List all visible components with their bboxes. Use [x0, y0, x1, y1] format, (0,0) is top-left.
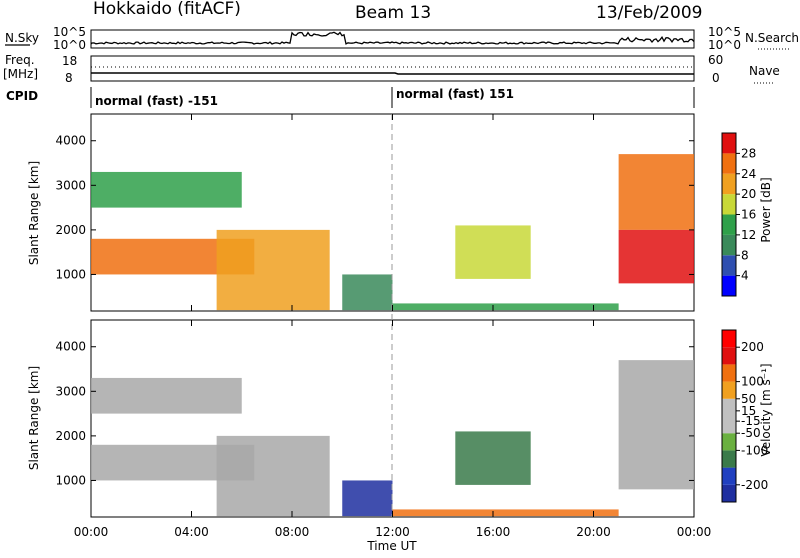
colorbar-tick-label: 100	[741, 375, 764, 389]
power-ylabel: Slant Range [km]	[27, 161, 41, 265]
colorbar-tick-label: -50	[741, 426, 761, 440]
power-region-descending	[216, 229, 330, 311]
power-region-band-high	[91, 171, 242, 208]
colorbar-tick-label: 15	[741, 404, 756, 418]
colorbar-tick-label: -15	[741, 414, 761, 428]
noise-panel: N.Sky 10^5 10^0 10^5 10^0 N.Search	[5, 25, 799, 52]
velCB-swatch	[722, 484, 736, 502]
station-title: Hokkaido (fitACF)	[93, 0, 241, 19]
powerCB-swatch	[722, 234, 736, 256]
velocity-ytick-label: 2000	[55, 429, 86, 443]
power-region-near-range	[392, 303, 619, 311]
colorbar-tick-label: 12	[741, 228, 756, 242]
freq-unit-label: [MHz]	[3, 67, 38, 81]
velocity-ylabel: Slant Range [km]	[27, 366, 41, 470]
velocity-region-near-range-orange	[392, 509, 619, 517]
velocity-colorbar-label: Velocity [m s⁻¹]	[759, 363, 773, 456]
noise-left-top: 10^5	[53, 25, 86, 39]
velCB-swatch	[722, 381, 736, 399]
nave-right-bottom: 0	[712, 71, 720, 85]
time-tick-label: 04:00	[174, 525, 209, 539]
cpid-segment-1: normal (fast) -151	[95, 94, 218, 108]
velocity-region-near-range-mixed	[342, 480, 393, 517]
power-region-arc-afternoon	[455, 225, 531, 279]
powerCB-swatch	[722, 255, 736, 276]
velocity-ytick-label: 3000	[55, 384, 86, 398]
velocity-ytick-label: 1000	[55, 473, 86, 487]
cpid-label: CPID	[6, 89, 38, 103]
powerCB-swatch	[722, 194, 736, 215]
cpid-panel: CPID normal (fast) -151 normal (fast) 15…	[6, 87, 695, 108]
power-region-near-range-noise	[342, 274, 393, 311]
nsearch-label: N.Search	[745, 31, 799, 45]
power-colorbar: 4 8 12 16 20 24 28	[721, 132, 756, 297]
time-tick-label: 00:00	[74, 525, 109, 539]
power-ytick-label: 4000	[55, 134, 86, 148]
power-region-evening-low	[618, 229, 694, 284]
velocity-region-arc-afternoon	[455, 431, 531, 485]
cpid-segment-2: normal (fast) 151	[396, 87, 514, 101]
nave-right-top: 60	[708, 53, 723, 67]
powerCB-swatch	[722, 214, 736, 235]
freq-label: Freq.	[5, 53, 35, 67]
colorbar-tick-label: 28	[741, 146, 756, 160]
powerCB-swatch	[722, 133, 736, 154]
velCB-swatch	[722, 330, 736, 348]
nsky-trace	[90, 31, 695, 45]
freq-left-bottom: 8	[65, 71, 73, 85]
frequency-trace	[91, 72, 694, 75]
colorbar-tick-label: 200	[741, 340, 764, 354]
power-ytick-label: 3000	[55, 178, 86, 192]
velCB-swatch	[722, 364, 736, 382]
velocity-region-descending	[216, 435, 330, 517]
velCB-swatch	[722, 398, 736, 416]
beam-title: Beam 13	[355, 3, 431, 23]
colorbar-tick-label: 16	[741, 208, 756, 222]
colorbar-tick-label: 24	[741, 167, 756, 181]
powerCB-swatch	[722, 275, 736, 296]
time-tick-label: 12:00	[375, 525, 410, 539]
powerCB-swatch	[722, 173, 736, 195]
colorbar-tick-label: 4	[741, 269, 749, 283]
colorbar-tick-label: -100	[741, 443, 768, 457]
nave-label: Nave	[749, 64, 780, 78]
velCB-swatch	[722, 450, 736, 468]
noise-right-top: 10^5	[708, 25, 741, 39]
colorbar-tick-label: 8	[741, 248, 749, 262]
time-tick-label: 00:00	[677, 525, 712, 539]
velCB-swatch	[722, 433, 736, 451]
velocity-ytick-label: 4000	[55, 340, 86, 354]
power-ytick-label: 1000	[55, 267, 86, 281]
noise-right-bottom: 10^0	[708, 38, 741, 52]
nsky-label: N.Sky	[5, 31, 39, 45]
power-colorbar-label: Power [dB]	[759, 177, 773, 242]
frequency-panel: Freq. [MHz] 18 8 60 0 Nave	[3, 53, 780, 85]
time-axis-label: Time UT	[366, 539, 417, 553]
noise-left-bottom: 10^0	[53, 38, 86, 52]
colorbar-tick-label: 50	[741, 392, 756, 406]
time-tick-label: 20:00	[576, 525, 611, 539]
velCB-swatch	[722, 416, 736, 434]
time-tick-label: 16:00	[476, 525, 511, 539]
colorbar-tick-label: -200	[741, 478, 768, 492]
velCB-swatch	[722, 347, 736, 365]
date-title: 13/Feb/2009	[596, 3, 702, 23]
power-ytick-label: 2000	[55, 223, 86, 237]
powerCB-swatch	[722, 153, 736, 174]
velocity-region-ground-scatter-high	[91, 377, 242, 414]
velocity-panel: 1000 2000 3000 4000 Slant Range [km]	[27, 319, 695, 518]
power-panel: 1000 2000 3000 4000 Slant Range [km]	[27, 113, 695, 312]
power-region-evening-high	[618, 154, 694, 230]
velCB-swatch	[722, 467, 736, 485]
freq-left-top: 18	[62, 54, 77, 68]
colorbar-tick-label: 20	[741, 187, 756, 201]
velocity-region-evening-gs	[618, 360, 694, 490]
time-tick-label: 08:00	[275, 525, 310, 539]
